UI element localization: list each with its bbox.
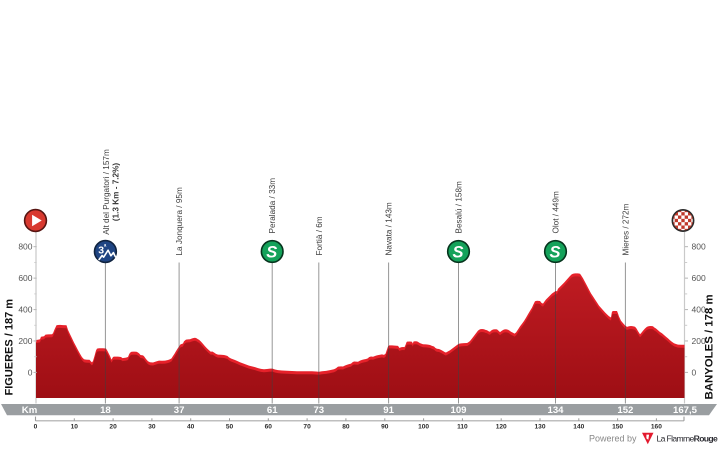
svg-text:Powered by: Powered by: [589, 434, 637, 444]
svg-text:La FlammeRouge: La FlammeRouge: [657, 434, 718, 444]
svg-text:37: 37: [174, 405, 185, 416]
svg-text:S: S: [266, 244, 277, 262]
svg-text:150: 150: [612, 424, 623, 431]
svg-text:70: 70: [303, 424, 311, 431]
svg-text:80: 80: [342, 424, 350, 431]
svg-text:61: 61: [267, 405, 278, 416]
svg-text:167,5: 167,5: [673, 405, 698, 416]
svg-text:800: 800: [18, 242, 32, 252]
svg-text:0: 0: [692, 367, 697, 377]
svg-text:200: 200: [692, 336, 706, 346]
svg-text:(1.3 Km - 7.2%): (1.3 Km - 7.2%): [111, 163, 120, 222]
svg-text:S: S: [549, 244, 560, 262]
svg-text:Besalú / 158m: Besalú / 158m: [455, 181, 464, 234]
svg-text:400: 400: [692, 305, 706, 315]
svg-text:Peralada / 33m: Peralada / 33m: [268, 178, 277, 234]
svg-text:18: 18: [100, 405, 111, 416]
svg-text:30: 30: [148, 424, 156, 431]
svg-text:3: 3: [98, 245, 104, 257]
svg-text:134: 134: [547, 405, 564, 416]
svg-text:400: 400: [18, 305, 32, 315]
svg-text:140: 140: [573, 424, 584, 431]
svg-text:BANYOLES / 178 m: BANYOLES / 178 m: [704, 294, 716, 399]
svg-text:100: 100: [418, 424, 429, 431]
svg-text:50: 50: [226, 424, 234, 431]
svg-text:600: 600: [18, 273, 32, 283]
svg-text:Olot / 449m: Olot / 449m: [552, 191, 561, 234]
svg-text:73: 73: [313, 405, 324, 416]
svg-text:FIGUERES / 187 m: FIGUERES / 187 m: [4, 299, 16, 396]
svg-text:120: 120: [496, 424, 507, 431]
svg-text:600: 600: [692, 273, 706, 283]
svg-text:200: 200: [18, 336, 32, 346]
svg-text:Fortià / 6m: Fortià / 6m: [315, 216, 324, 255]
svg-text:Navata / 143m: Navata / 143m: [385, 202, 394, 255]
svg-text:800: 800: [692, 242, 706, 252]
svg-text:10: 10: [71, 424, 79, 431]
svg-text:Km: Km: [22, 405, 37, 416]
svg-text:0: 0: [28, 367, 33, 377]
svg-text:40: 40: [187, 424, 195, 431]
svg-text:110: 110: [457, 424, 468, 431]
svg-text:90: 90: [381, 424, 389, 431]
svg-text:91: 91: [383, 405, 394, 416]
svg-text:La Jonquera / 95m: La Jonquera / 95m: [175, 187, 184, 255]
svg-text:Alt del Purgatori / 157m: Alt del Purgatori / 157m: [102, 149, 111, 235]
svg-text:60: 60: [265, 424, 273, 431]
svg-text:ª: ª: [104, 244, 107, 251]
svg-text:20: 20: [109, 424, 117, 431]
svg-text:160: 160: [651, 424, 662, 431]
svg-text:130: 130: [534, 424, 545, 431]
svg-text:S: S: [452, 244, 463, 262]
svg-text:Mieres / 272m: Mieres / 272m: [621, 203, 630, 255]
svg-text:152: 152: [617, 405, 633, 416]
svg-text:0: 0: [34, 424, 38, 431]
svg-text:109: 109: [450, 405, 466, 416]
